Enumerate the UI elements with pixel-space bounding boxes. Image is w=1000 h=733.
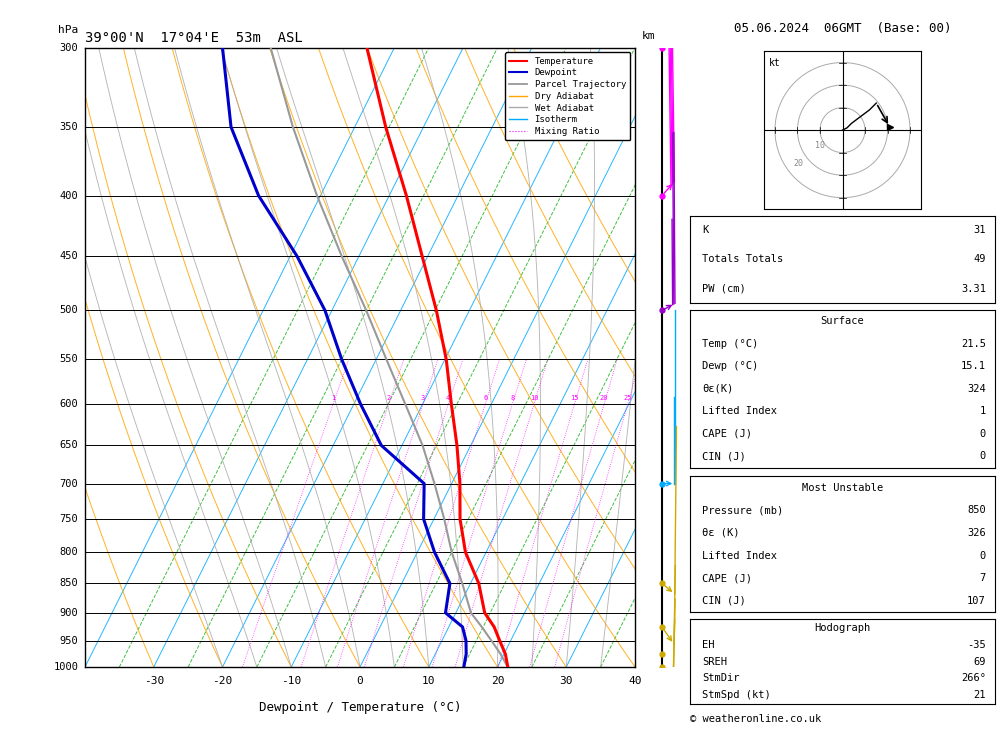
- Text: θε (K): θε (K): [702, 528, 740, 538]
- Text: 6: 6: [642, 262, 648, 273]
- Text: 21.5: 21.5: [961, 339, 986, 349]
- Legend: Temperature, Dewpoint, Parcel Trajectory, Dry Adiabat, Wet Adiabat, Isotherm, Mi: Temperature, Dewpoint, Parcel Trajectory…: [505, 52, 630, 141]
- Text: EH: EH: [702, 640, 715, 649]
- Text: 10: 10: [530, 395, 538, 401]
- Text: 3.31: 3.31: [961, 284, 986, 294]
- Text: 05.06.2024  06GMT  (Base: 00): 05.06.2024 06GMT (Base: 00): [734, 22, 951, 35]
- Text: 0: 0: [357, 677, 363, 686]
- Text: 266°: 266°: [961, 674, 986, 683]
- Text: 2: 2: [642, 544, 648, 554]
- Text: CIN (J): CIN (J): [702, 596, 746, 605]
- Text: 324: 324: [967, 384, 986, 394]
- Text: 4: 4: [642, 408, 648, 418]
- Text: Most Unstable: Most Unstable: [802, 483, 883, 493]
- Text: 7: 7: [642, 188, 648, 198]
- Text: 107: 107: [967, 596, 986, 605]
- Text: 31: 31: [973, 225, 986, 235]
- Text: Mixing Ratio (g/kg): Mixing Ratio (g/kg): [660, 301, 670, 413]
- Text: 550: 550: [60, 355, 78, 364]
- Text: 700: 700: [60, 479, 78, 488]
- Text: 900: 900: [60, 608, 78, 618]
- Text: 0: 0: [980, 429, 986, 439]
- Text: Pressure (mb): Pressure (mb): [702, 505, 783, 515]
- Text: Temp (°C): Temp (°C): [702, 339, 758, 349]
- Text: CIN (J): CIN (J): [702, 452, 746, 461]
- Text: 30: 30: [560, 677, 573, 686]
- Text: 69: 69: [973, 657, 986, 666]
- Text: θε(K): θε(K): [702, 384, 733, 394]
- Text: 20: 20: [491, 677, 504, 686]
- Text: LCL: LCL: [642, 619, 659, 629]
- Text: 40: 40: [628, 677, 642, 686]
- Text: kt: kt: [768, 58, 780, 67]
- Text: StmDir: StmDir: [702, 674, 740, 683]
- Text: 5: 5: [642, 336, 648, 345]
- Text: 1000: 1000: [53, 662, 78, 672]
- Text: Lifted Index: Lifted Index: [702, 550, 777, 561]
- Text: 3: 3: [421, 395, 425, 401]
- Text: 21: 21: [973, 690, 986, 700]
- Text: SREH: SREH: [702, 657, 727, 666]
- Text: 20: 20: [793, 159, 803, 168]
- Text: -35: -35: [967, 640, 986, 649]
- Text: 1: 1: [642, 607, 648, 617]
- Text: Hodograph: Hodograph: [814, 623, 871, 633]
- Text: Surface: Surface: [821, 317, 864, 326]
- Text: 400: 400: [60, 191, 78, 201]
- Text: 1: 1: [980, 406, 986, 416]
- Text: 950: 950: [60, 636, 78, 646]
- Text: 1: 1: [331, 395, 335, 401]
- Text: 326: 326: [967, 528, 986, 538]
- Text: 850: 850: [60, 578, 78, 589]
- Text: -20: -20: [212, 677, 233, 686]
- Text: 10: 10: [422, 677, 436, 686]
- Text: 8: 8: [510, 395, 514, 401]
- Text: Dewpoint / Temperature (°C): Dewpoint / Temperature (°C): [259, 701, 461, 714]
- Text: 0: 0: [980, 452, 986, 461]
- Text: 49: 49: [973, 254, 986, 265]
- Text: © weatheronline.co.uk: © weatheronline.co.uk: [690, 714, 821, 724]
- Text: 15: 15: [570, 395, 579, 401]
- Text: 750: 750: [60, 514, 78, 524]
- Text: CAPE (J): CAPE (J): [702, 573, 752, 583]
- Text: Lifted Index: Lifted Index: [702, 406, 777, 416]
- Text: 350: 350: [60, 122, 78, 132]
- Text: 600: 600: [60, 399, 78, 409]
- Text: Totals Totals: Totals Totals: [702, 254, 783, 265]
- Text: 25: 25: [623, 395, 632, 401]
- Text: 800: 800: [60, 548, 78, 557]
- Text: StmSpd (kt): StmSpd (kt): [702, 690, 771, 700]
- Text: 3: 3: [642, 479, 648, 488]
- Text: -10: -10: [281, 677, 301, 686]
- Text: 850: 850: [967, 505, 986, 515]
- Text: 650: 650: [60, 441, 78, 450]
- Text: 20: 20: [600, 395, 608, 401]
- Text: K: K: [702, 225, 708, 235]
- Text: 4: 4: [446, 395, 450, 401]
- Text: 450: 450: [60, 251, 78, 261]
- Text: 39°00'N  17°04'E  53m  ASL: 39°00'N 17°04'E 53m ASL: [85, 31, 303, 45]
- Text: PW (cm): PW (cm): [702, 284, 746, 294]
- Text: ASL: ASL: [642, 59, 662, 70]
- Text: 6: 6: [483, 395, 487, 401]
- Text: 500: 500: [60, 306, 78, 315]
- Text: hPa: hPa: [58, 25, 78, 35]
- Text: -30: -30: [144, 677, 164, 686]
- Text: 15.1: 15.1: [961, 361, 986, 372]
- Text: 2: 2: [387, 395, 391, 401]
- Text: 300: 300: [60, 43, 78, 53]
- Text: CAPE (J): CAPE (J): [702, 429, 752, 439]
- Text: 0: 0: [980, 550, 986, 561]
- Text: Dewp (°C): Dewp (°C): [702, 361, 758, 372]
- Text: 7: 7: [980, 573, 986, 583]
- Text: 8: 8: [642, 111, 648, 122]
- Text: km: km: [642, 32, 655, 42]
- Text: 10: 10: [815, 141, 825, 150]
